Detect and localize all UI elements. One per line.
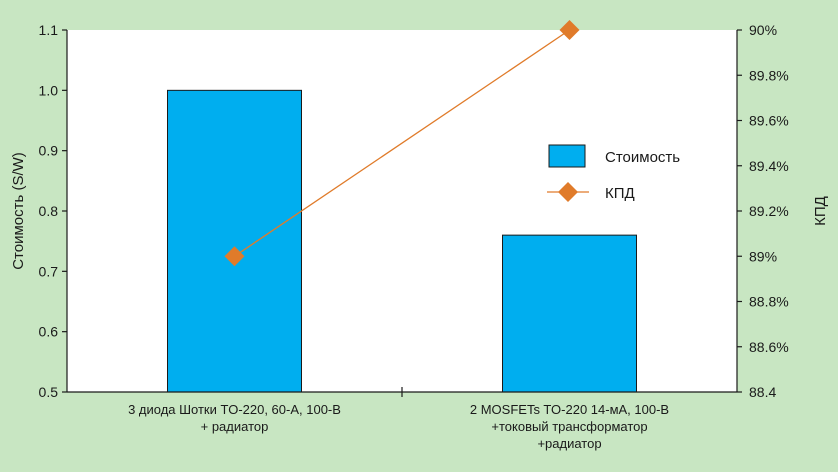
legend-label-cost: Стоимость — [605, 149, 680, 166]
legend: Стоимость КПД — [547, 144, 680, 202]
x-category-label: 3 диода Шотки TO-220, 60-А, 100-В + радиа… — [128, 402, 341, 434]
y-tick-label-right: 89% — [749, 248, 777, 264]
legend-label-efficiency: КПД — [605, 185, 635, 202]
x-category-label: 2 MOSFETs TO-220 14-мА, 100-В +токовый тр… — [470, 402, 669, 451]
efficiency-point-2 — [559, 20, 580, 40]
y-tick-label-right: 90% — [749, 22, 777, 38]
bar-cost-2 — [502, 234, 637, 393]
y-axis-title-right: КПД — [812, 196, 829, 226]
y-tick-label-right: 88.6% — [749, 339, 789, 355]
efficiency-point-1 — [224, 246, 245, 267]
y-tick-label-right: 88.4 — [749, 384, 776, 400]
y-tick-label-left: 0.6 — [39, 324, 59, 340]
y-tick-label-left: 0.7 — [39, 263, 59, 279]
bar-cost-1 — [167, 89, 302, 393]
efficiency-line — [234, 29, 570, 257]
y-tick-label-left: 1.0 — [39, 82, 59, 98]
y-tick-label-right: 89.8% — [749, 67, 789, 83]
y-tick-label-left: 0.8 — [39, 203, 59, 219]
legend-marker-efficiency — [558, 182, 578, 202]
y-tick-label-right: 89.6% — [749, 113, 789, 129]
y-tick-label-right: 89.4% — [749, 158, 789, 174]
y-tick-label-right: 89.2% — [749, 203, 789, 219]
y-tick-label-left: 1.1 — [39, 22, 59, 38]
legend-swatch-cost — [548, 144, 586, 168]
y-axis-title-left: Стоимость (S/W) — [10, 152, 27, 270]
y-tick-label-right: 88.8% — [749, 294, 789, 310]
y-tick-label-left: 0.5 — [39, 384, 59, 400]
y-tick-label-left: 0.9 — [39, 143, 59, 159]
